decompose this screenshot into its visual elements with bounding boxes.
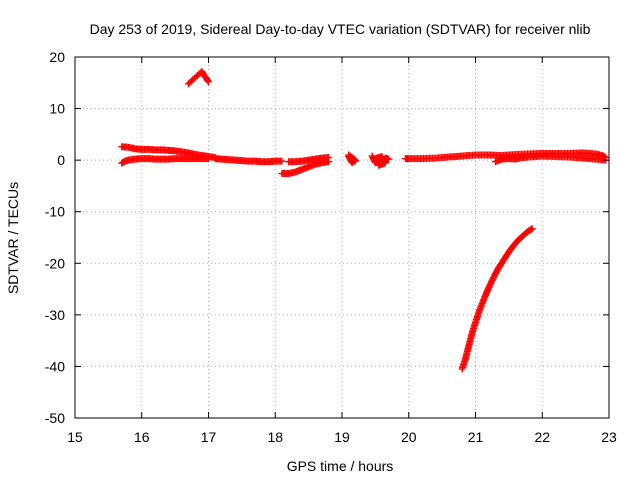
y-tick-label: -40: [45, 358, 65, 374]
series-descending-arc: [458, 225, 536, 373]
x-axis-label: GPS time / hours: [287, 458, 394, 474]
y-tick-label: -50: [45, 410, 65, 426]
series-cluster-19.6: [368, 152, 393, 169]
y-tick-label: 0: [57, 152, 65, 168]
x-tick-label: 23: [601, 429, 617, 445]
data-point: [205, 155, 212, 163]
data-point: [205, 78, 212, 86]
series-cluster-19: [345, 151, 359, 167]
series-outliers-16.7-17: [184, 67, 212, 88]
x-tick-label: 20: [401, 429, 417, 445]
y-axis-label: SDTVAR / TECUs: [5, 182, 21, 294]
series-middle-flat: [211, 155, 286, 166]
x-tick-label: 16: [134, 429, 150, 445]
y-tick-label: 20: [49, 49, 65, 65]
data-point: [527, 225, 535, 233]
data-point: [325, 154, 333, 162]
data-point: [350, 156, 358, 164]
data-point: [381, 159, 389, 167]
x-tick-label: 22: [534, 429, 550, 445]
x-tick-label: 18: [267, 429, 283, 445]
y-tick-label: -10: [45, 204, 65, 220]
y-axis-ticks: -50 -40 -30 -20 -10 0 10 20: [45, 49, 609, 426]
y-tick-label: -20: [45, 255, 65, 271]
series-lower-left-branch: [118, 155, 212, 167]
series-dip-branch: [278, 158, 333, 178]
data-point: [204, 77, 212, 85]
x-tick-label: 19: [334, 429, 350, 445]
chart-title: Day 253 of 2019, Sidereal Day-to-day VTE…: [90, 21, 591, 37]
data-point: [278, 157, 286, 165]
x-tick-label: 17: [201, 429, 217, 445]
series-right-lower-branch: [492, 152, 610, 166]
x-tick-label: 15: [67, 429, 83, 445]
y-tick-label: -30: [45, 307, 65, 323]
x-tick-label: 21: [468, 429, 484, 445]
x-axis-ticks: 15 16 17 18 19 20 21 22 23: [67, 57, 617, 445]
data-points: [118, 67, 610, 373]
series-upper-branch-18: [285, 154, 333, 166]
y-tick-label: 10: [49, 101, 65, 117]
data-point: [351, 157, 359, 165]
data-point: [528, 225, 536, 233]
